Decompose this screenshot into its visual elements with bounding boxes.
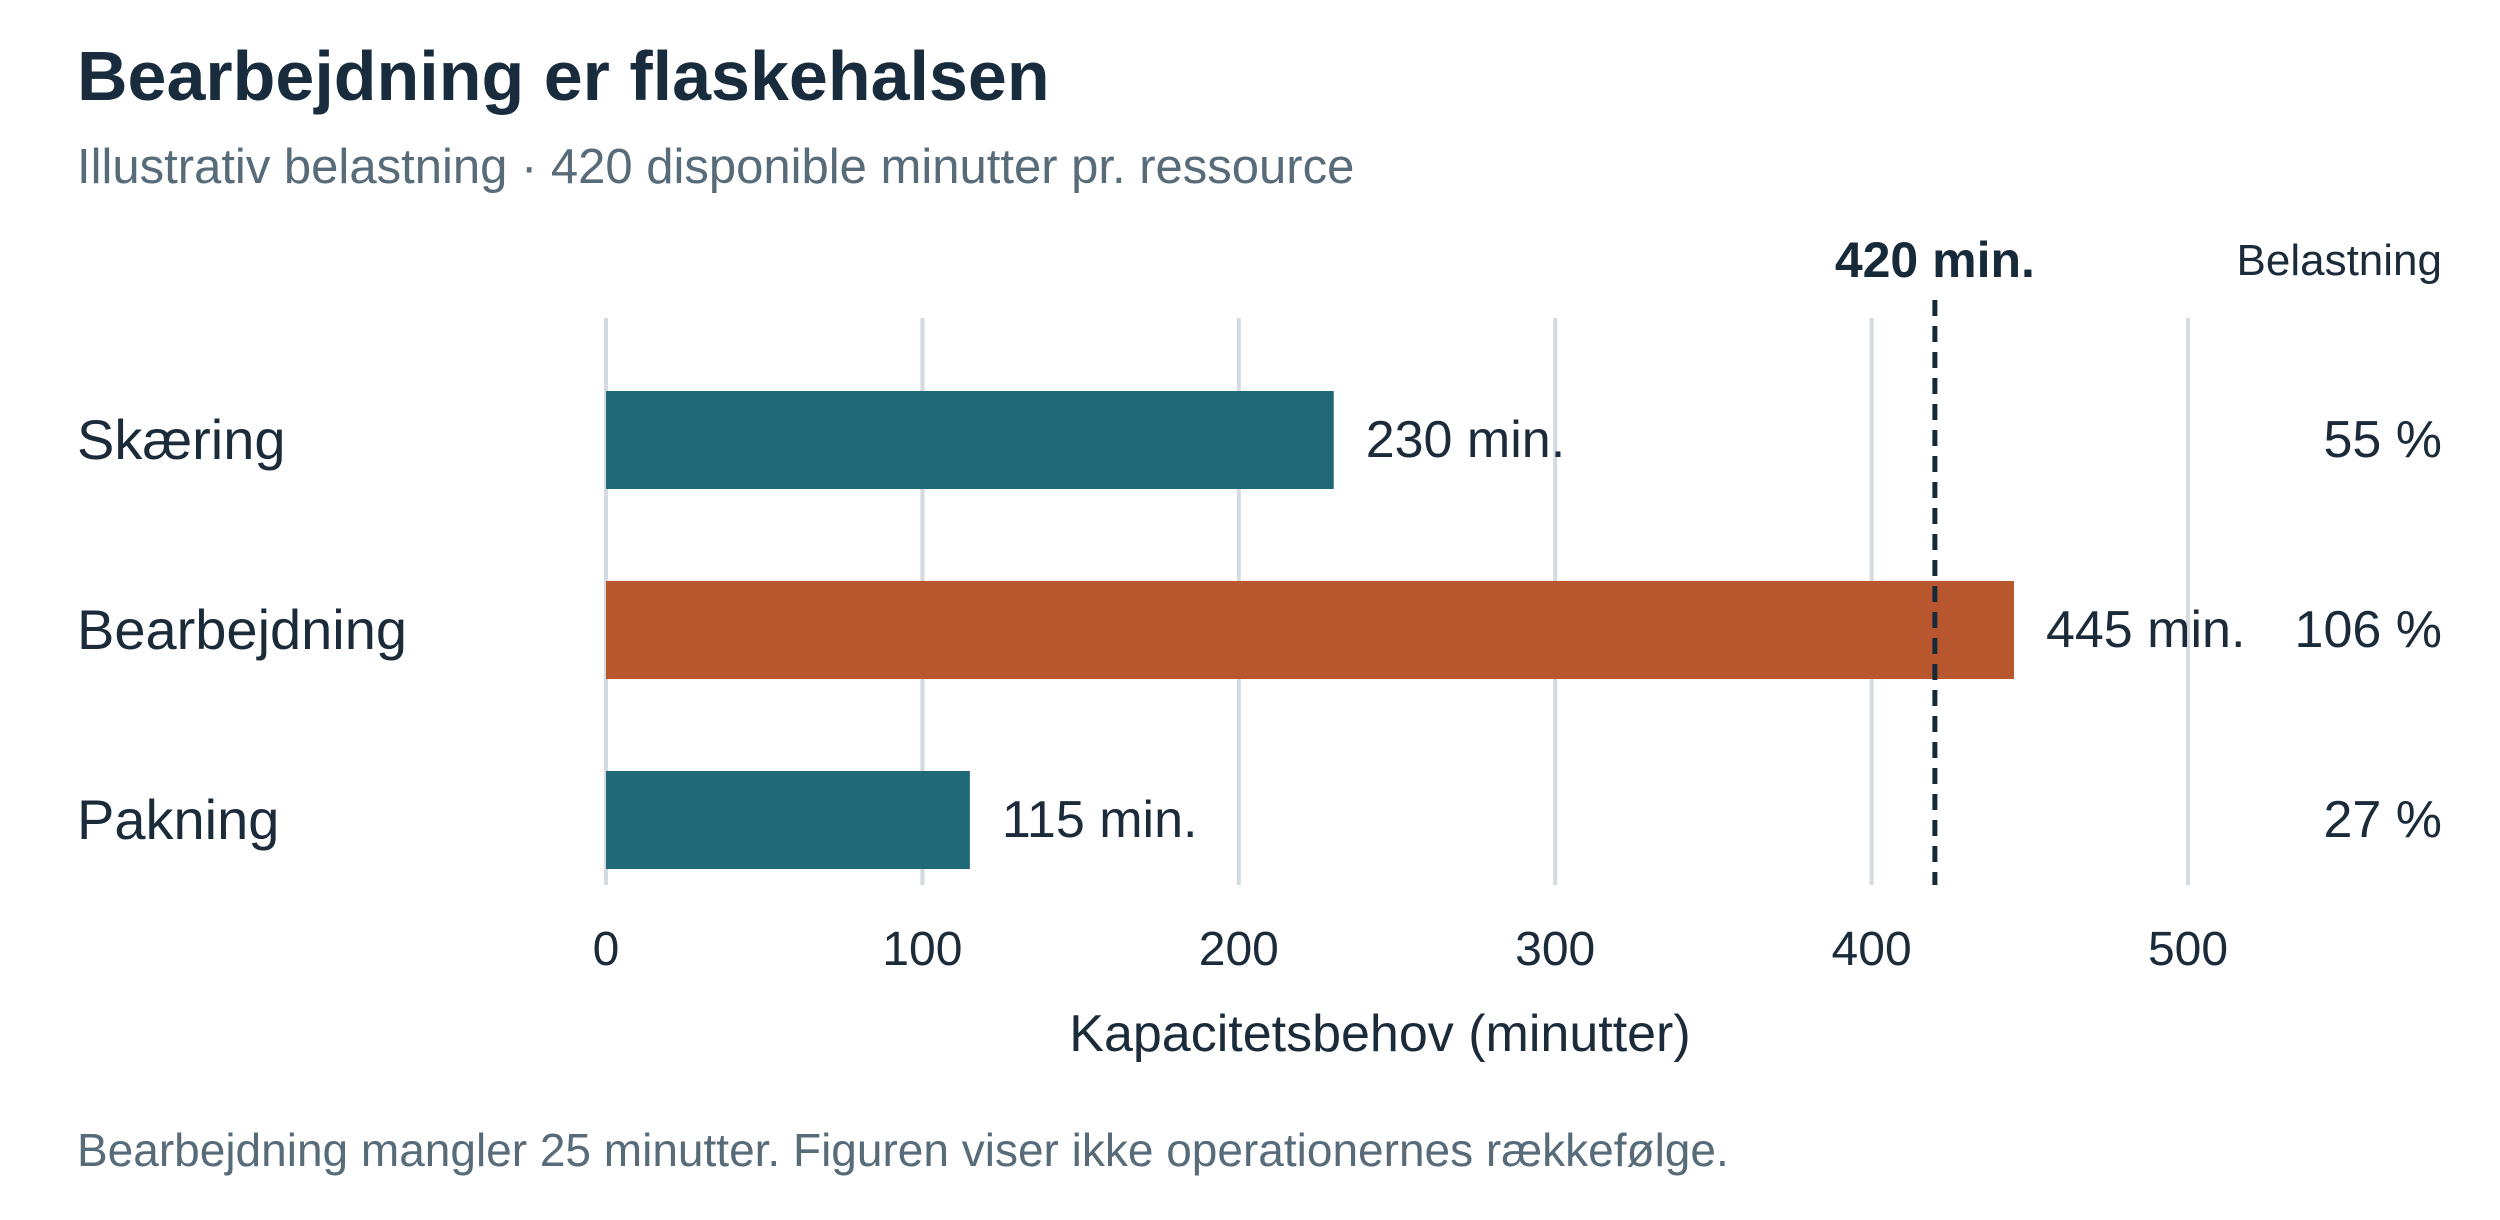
load-label: 55 % <box>2323 411 2442 469</box>
chart-footnote: Bearbejdning mangler 25 minutter. Figure… <box>77 1124 1729 1176</box>
labels: 0 100 200 300 400 500 Skæring 230 min. 55 % Bearb… <box>77 232 2442 1063</box>
chart-title: Bearbejdning er flaskehalsen <box>77 37 1050 115</box>
load-header: Belastning <box>2237 236 2442 285</box>
reference-line-label: 420 min. <box>1835 232 2035 288</box>
category-label: Bearbejdning <box>77 598 407 661</box>
bar-0 <box>606 391 1334 489</box>
value-label: 230 min. <box>1366 411 1565 469</box>
x-tick-label: 300 <box>1515 923 1595 976</box>
load-label: 27 % <box>2323 791 2442 849</box>
x-tick-label: 400 <box>1832 923 1912 976</box>
load-label: 106 % <box>2295 601 2442 659</box>
value-label: 115 min. <box>1002 791 1198 849</box>
bar-1 <box>606 581 2014 679</box>
bar-2 <box>606 771 970 869</box>
x-tick-label: 200 <box>1199 923 1279 976</box>
value-label: 445 min. <box>2046 601 2245 659</box>
x-tick-label: 0 <box>593 923 620 976</box>
bars <box>606 391 2014 869</box>
x-tick-label: 100 <box>882 923 962 976</box>
chart-subtitle: Illustrativ belastning · 420 disponible … <box>77 140 1355 194</box>
category-label: Skæring <box>77 408 286 471</box>
category-label: Pakning <box>77 788 279 851</box>
x-tick-label: 500 <box>2148 923 2228 976</box>
x-axis-label: Kapacitetsbehov (minutter) <box>1069 1005 1690 1063</box>
